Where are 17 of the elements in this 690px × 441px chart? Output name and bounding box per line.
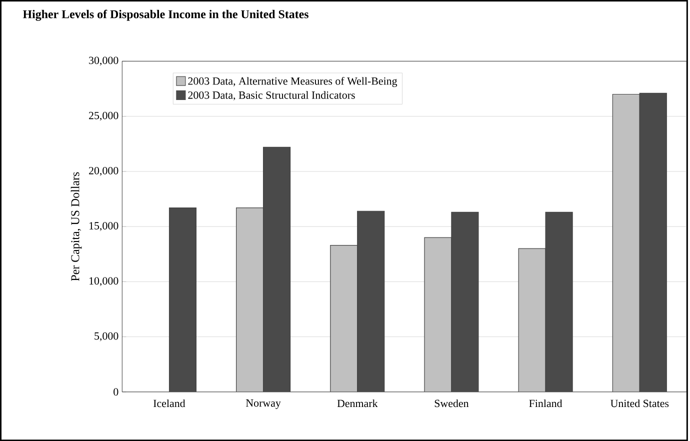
x-tick-label: Finland [529, 399, 562, 408]
y-tick-label: 20,000 [89, 166, 118, 176]
y-tick-label: 30,000 [89, 56, 118, 66]
x-tick-label: Sweden [434, 399, 469, 408]
x-tick-label: United States [610, 399, 669, 408]
chart-title: Higher Levels of Disposable Income in the United States [22, 10, 308, 21]
y-tick-label: 0 [114, 388, 118, 396]
y-axis-title: Per Capita, US Dollars [70, 172, 82, 281]
y-tick-label: 10,000 [89, 277, 118, 286]
x-tick-label: Denmark [337, 399, 378, 408]
legend-label: 2003 Data, Basic Structural Indicators [188, 91, 355, 100]
legend-label: 2003 Data, Alternative Measures of Well-Being [188, 76, 398, 87]
y-tick-label: 15,000 [89, 222, 118, 231]
x-tick-label: Iceland [153, 399, 186, 408]
y-tick-label: 5,000 [94, 332, 118, 342]
y-tick-label: 25,000 [89, 112, 118, 121]
x-tick-label: Norway [246, 399, 281, 409]
